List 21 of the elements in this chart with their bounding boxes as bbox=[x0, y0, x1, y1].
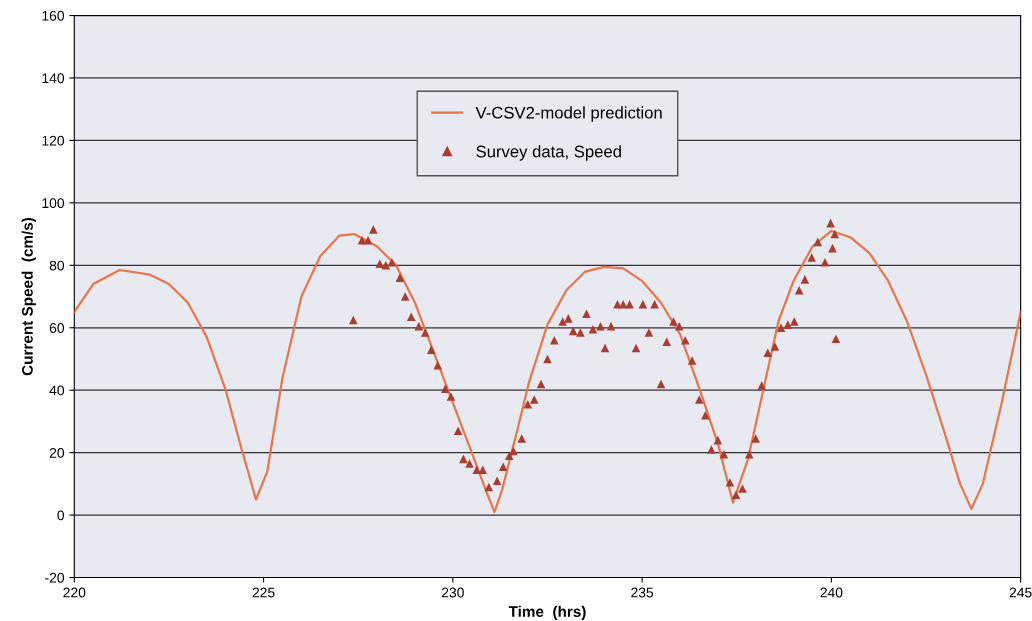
y-axis-title: Current Speed (cm/s) bbox=[21, 217, 36, 376]
x-tick-label: 220 bbox=[63, 587, 86, 598]
x-tick-label: 240 bbox=[820, 587, 843, 598]
y-tick-label: -20 bbox=[45, 572, 65, 583]
x-tick-label: 230 bbox=[441, 587, 464, 598]
y-tick-label: 140 bbox=[42, 73, 65, 84]
x-tick-label: 225 bbox=[252, 587, 275, 598]
y-tick-label: 100 bbox=[42, 198, 65, 209]
legend-label: Survey data, Speed bbox=[476, 145, 621, 161]
y-tick-label: 60 bbox=[49, 323, 65, 333]
y-tick-label: 40 bbox=[49, 385, 65, 396]
y-tick-label: 120 bbox=[42, 135, 65, 146]
x-tick-label: 235 bbox=[631, 587, 654, 598]
x-tick-label: 245 bbox=[1009, 587, 1032, 598]
line-series bbox=[74, 229, 1021, 514]
x-axis-title: Time (hrs) bbox=[508, 605, 586, 620]
y-tick-label: 0 bbox=[57, 510, 65, 521]
y-tick-label: 80 bbox=[49, 260, 65, 271]
y-tick-label: 160 bbox=[42, 10, 65, 21]
legend-label: V-CSV2-model prediction bbox=[475, 106, 662, 122]
y-tick-label: 20 bbox=[49, 447, 65, 458]
